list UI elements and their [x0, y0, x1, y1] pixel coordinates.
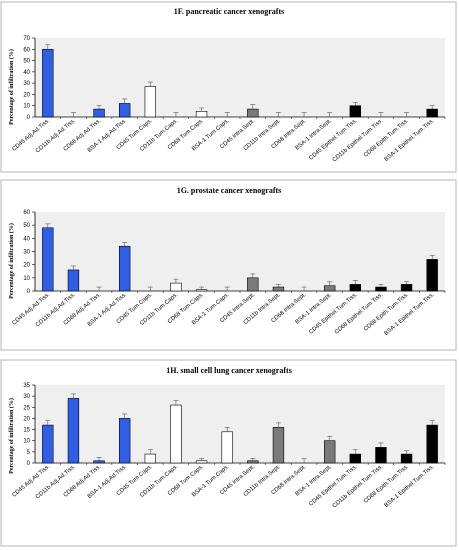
panel-small-cell-lung: 1H. small cell lung cancer xenografts Pe…: [0, 359, 457, 547]
y-tick-label: 20: [23, 92, 30, 98]
bar: [272, 427, 285, 464]
bar: [119, 103, 131, 118]
bar: [195, 111, 208, 118]
bar: [349, 284, 361, 292]
bar: [375, 286, 387, 292]
bar: [349, 105, 361, 118]
bar: [42, 424, 54, 464]
y-tick-label: 35: [23, 383, 30, 389]
y-tick-label: 5: [27, 450, 31, 456]
y-tick-label: 60: [23, 210, 30, 216]
bar: [170, 282, 182, 292]
bar: [67, 398, 80, 464]
y-tick-label: 20: [23, 263, 30, 269]
chart-title: 1G. prostate cancer xenografts: [177, 186, 282, 195]
bar: [195, 289, 208, 292]
y-tick-label: 0: [27, 115, 31, 121]
bar: [144, 453, 156, 464]
bar: [119, 418, 131, 464]
bar: [247, 460, 259, 464]
y-tick-label: 60: [23, 47, 30, 53]
y-tick-label: 70: [23, 36, 30, 42]
bar: [272, 286, 285, 292]
plot-background: [35, 38, 445, 117]
bar: [426, 259, 438, 292]
y-tick-label: 15: [23, 428, 30, 434]
chart-title: 1H. small cell lung cancer xenografts: [166, 366, 292, 375]
bar: [400, 284, 413, 292]
bar: [42, 227, 54, 292]
y-axis-label: Percentage of infiltration (%): [8, 223, 15, 299]
y-axis-label: Percentage of infiltration (%): [8, 49, 15, 125]
y-tick-label: 50: [23, 59, 30, 65]
bar: [221, 431, 233, 464]
panel-pancreatic: 1F. pancreatic cancer xenografts Percent…: [0, 1, 457, 173]
bar: [67, 269, 80, 292]
bar: [324, 285, 336, 292]
y-axis-label: Percentage of infiltration (%): [8, 398, 15, 474]
bar: [144, 86, 156, 118]
y-tick-label: 0: [27, 461, 31, 467]
y-tick-label: 40: [23, 236, 30, 242]
bar: [426, 108, 438, 118]
y-tick-label: 10: [23, 439, 30, 445]
y-tick-label: 20: [23, 416, 30, 422]
bar: [349, 453, 361, 464]
bar: [375, 447, 387, 464]
bar: [119, 245, 131, 292]
y-tick-label: 30: [23, 394, 30, 400]
panel-prostate: 1G. prostate cancer xenografts Percentag…: [0, 179, 457, 351]
bar: [247, 108, 259, 118]
y-tick-label: 10: [23, 104, 30, 110]
y-tick-label: 50: [23, 223, 30, 229]
y-tick-label: 30: [23, 250, 30, 256]
y-tick-label: 0: [27, 289, 31, 295]
bar: [93, 460, 105, 464]
bar: [195, 460, 208, 464]
plot-background: [35, 212, 445, 291]
y-tick-label: 30: [23, 81, 30, 87]
bar: [324, 440, 336, 464]
bar: [42, 48, 54, 118]
y-tick-label: 40: [23, 70, 30, 76]
bar: [93, 108, 105, 118]
y-tick-label: 10: [23, 276, 30, 282]
bar: [247, 277, 259, 292]
bar: [170, 404, 182, 464]
chart-title: 1F. pancreatic cancer xenografts: [174, 7, 285, 16]
y-tick-label: 25: [23, 405, 30, 411]
bar: [400, 453, 413, 464]
bar: [426, 424, 438, 464]
